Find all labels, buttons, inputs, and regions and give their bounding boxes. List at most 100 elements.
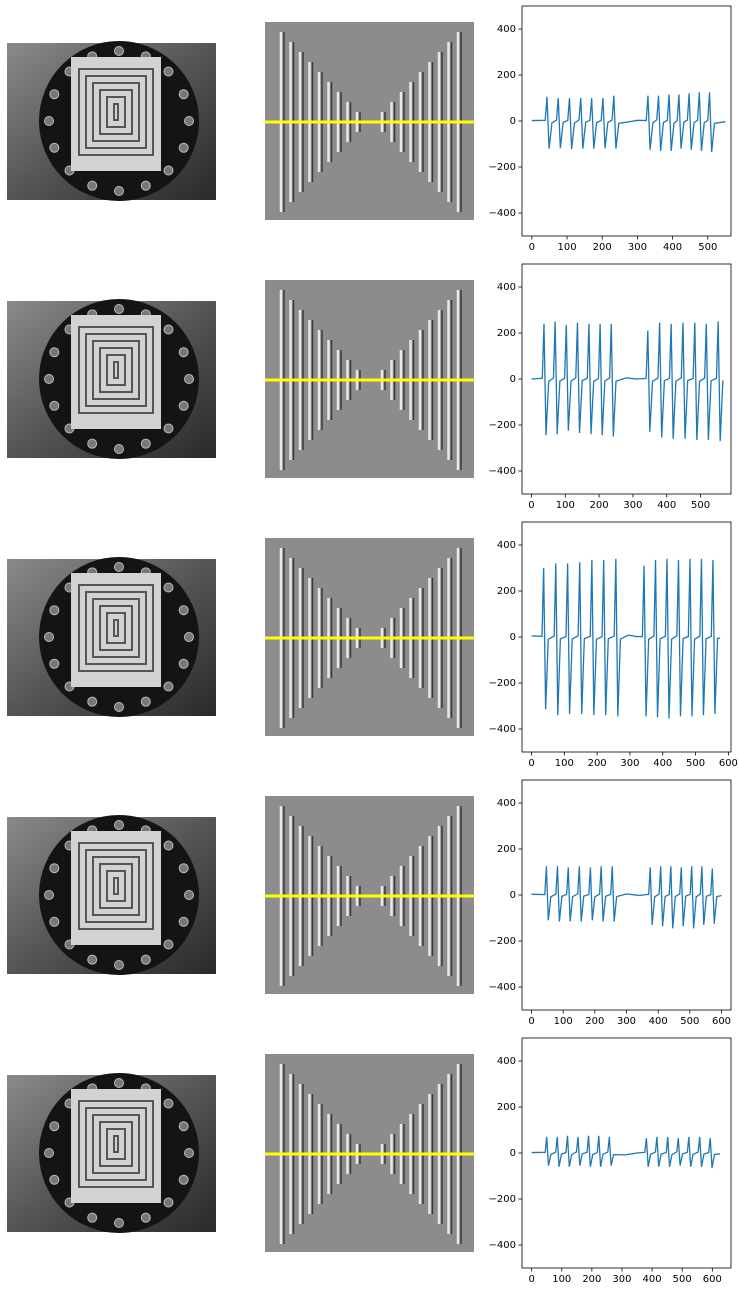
bolt <box>141 181 150 190</box>
bolt <box>185 375 194 384</box>
x-tick-label: 200 <box>593 242 612 253</box>
bolt <box>164 841 173 850</box>
bolt <box>179 606 188 615</box>
x-tick-label: 400 <box>653 758 672 769</box>
bolt <box>115 703 124 712</box>
photo <box>7 41 216 201</box>
y-tick-label: 400 <box>497 1056 516 1067</box>
bolt <box>50 606 59 615</box>
bolt <box>179 917 188 926</box>
y-tick-label: −200 <box>489 420 516 431</box>
bolt <box>88 181 97 190</box>
photo <box>7 1073 216 1233</box>
bolt <box>185 1149 194 1158</box>
bolt <box>164 583 173 592</box>
y-tick-label: 200 <box>497 844 516 855</box>
edge-image <box>265 280 474 478</box>
bolt <box>141 1213 150 1222</box>
y-tick-label: 0 <box>510 374 516 385</box>
bolt <box>164 940 173 949</box>
bolt <box>179 348 188 357</box>
bolt <box>88 697 97 706</box>
bolt <box>88 955 97 964</box>
edge-image <box>265 796 474 994</box>
bolt <box>164 424 173 433</box>
y-tick-label: 200 <box>497 70 516 81</box>
y-tick-label: −200 <box>489 1194 516 1205</box>
y-tick-label: −200 <box>489 936 516 947</box>
signal-line <box>532 1136 720 1168</box>
target-plate <box>71 1089 161 1203</box>
bolt <box>45 1149 54 1158</box>
target-plate <box>71 573 161 687</box>
bolt <box>164 1198 173 1207</box>
bolt <box>179 659 188 668</box>
bolt <box>50 1122 59 1131</box>
bolt <box>141 955 150 964</box>
target-plate <box>71 315 161 429</box>
x-tick-label: 300 <box>617 1016 636 1027</box>
bolt <box>88 439 97 448</box>
photo <box>7 815 216 975</box>
y-tick-label: 400 <box>497 798 516 809</box>
bolt <box>164 166 173 175</box>
x-tick-label: 100 <box>554 1016 573 1027</box>
x-tick-label: 300 <box>623 500 642 511</box>
bolt <box>164 325 173 334</box>
bolt <box>179 1122 188 1131</box>
y-tick-label: 400 <box>497 540 516 551</box>
bolt <box>141 439 150 448</box>
y-tick-label: −400 <box>489 466 516 477</box>
x-tick-label: 600 <box>712 1016 731 1027</box>
plot-frame <box>522 264 731 494</box>
photo <box>7 299 216 459</box>
bolt <box>115 187 124 196</box>
x-tick-label: 500 <box>686 758 705 769</box>
plot-frame <box>522 6 731 236</box>
y-tick-label: 200 <box>497 1102 516 1113</box>
y-tick-label: 0 <box>510 116 516 127</box>
bolt <box>50 143 59 152</box>
x-tick-label: 500 <box>673 1274 692 1285</box>
x-tick-label: 400 <box>649 1016 668 1027</box>
x-tick-label: 0 <box>528 758 534 769</box>
bolt <box>45 633 54 642</box>
y-tick-label: 0 <box>510 632 516 643</box>
x-tick-label: 0 <box>528 1274 534 1285</box>
y-tick-label: 200 <box>497 328 516 339</box>
bolt <box>115 1079 124 1088</box>
x-tick-label: 100 <box>557 242 576 253</box>
x-tick-label: 500 <box>698 242 717 253</box>
bolt <box>115 821 124 830</box>
x-tick-label: 600 <box>703 1274 722 1285</box>
edge-image <box>265 538 474 736</box>
y-tick-label: −400 <box>489 724 516 735</box>
x-tick-label: 200 <box>585 1016 604 1027</box>
target-plate <box>71 831 161 945</box>
x-tick-label: 200 <box>588 758 607 769</box>
figure: 0 100 200 300 400 500 −400 −200 0 200 400 0 100 200 30… <box>0 0 739 1286</box>
target-plate <box>71 57 161 171</box>
bolt <box>179 401 188 410</box>
bolt <box>88 1213 97 1222</box>
bolt <box>164 67 173 76</box>
x-tick-label: 100 <box>555 758 574 769</box>
x-tick-label: 300 <box>628 242 647 253</box>
bolt <box>141 697 150 706</box>
x-tick-label: 200 <box>590 500 609 511</box>
x-tick-label: 0 <box>529 242 535 253</box>
signal-line <box>532 559 721 719</box>
x-tick-label: 0 <box>528 500 534 511</box>
bolt <box>179 864 188 873</box>
bolt <box>185 633 194 642</box>
bolt <box>115 961 124 970</box>
y-tick-label: 200 <box>497 586 516 597</box>
bolt <box>45 375 54 384</box>
edge-image <box>265 1054 474 1252</box>
x-tick-label: 100 <box>552 1274 571 1285</box>
x-tick-label: 100 <box>556 500 575 511</box>
x-tick-label: 500 <box>691 500 710 511</box>
signal-line <box>531 322 722 442</box>
y-tick-label: −400 <box>489 1240 516 1251</box>
y-tick-label: 400 <box>497 282 516 293</box>
